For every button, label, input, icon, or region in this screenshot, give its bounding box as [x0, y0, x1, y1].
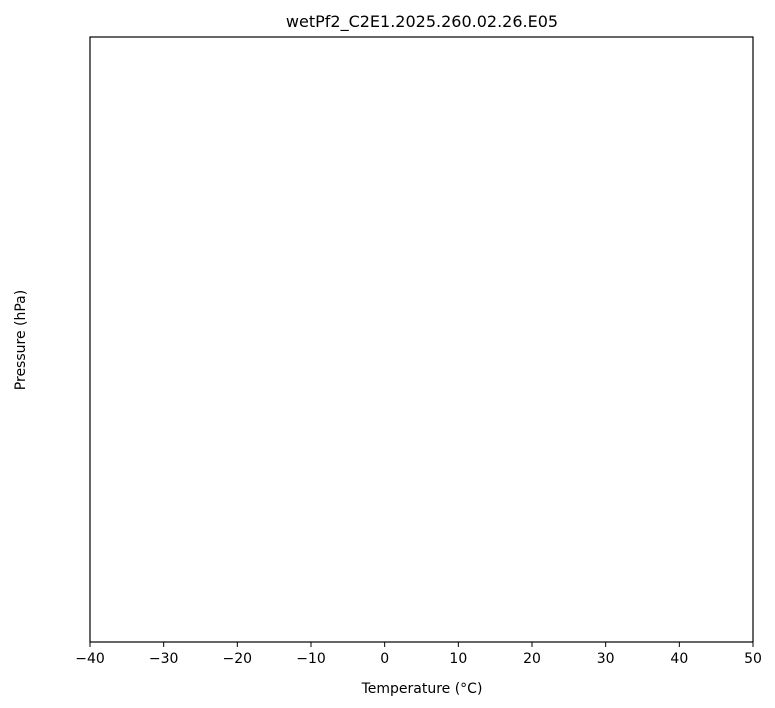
x-tick-label: 0 [380, 651, 389, 667]
chart-title: wetPf2_C2E1.2025.260.02.26.E05 [286, 12, 558, 32]
x-tick-label: 10 [449, 651, 467, 667]
x-tick-label: −40 [75, 651, 105, 667]
plot-frame [89, 36, 754, 643]
x-tick-label: −10 [296, 651, 326, 667]
x-tick-label: 20 [523, 651, 541, 667]
x-tick-label: 40 [670, 651, 688, 667]
y-axis-label: Pressure (hPa) [13, 290, 29, 390]
x-tick-label: 30 [597, 651, 615, 667]
x-axis-label: Temperature (°C) [361, 681, 483, 697]
x-tick-label: −20 [223, 651, 253, 667]
x-tick-label: −30 [149, 651, 179, 667]
x-tick-label: 50 [744, 651, 762, 667]
x-axis: −40 −30 −20 −10 0 10 20 30 40 50 [75, 642, 762, 667]
